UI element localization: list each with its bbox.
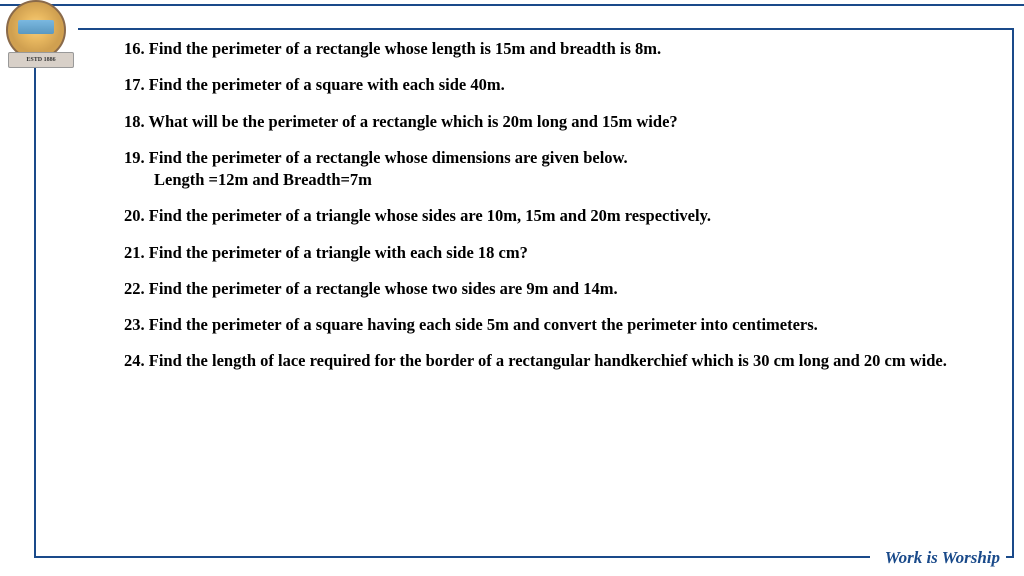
question-22: 22. Find the perimeter of a rectangle wh… (124, 278, 984, 300)
question-23: 23. Find the perimeter of a square havin… (124, 314, 984, 336)
logo-emblem (6, 0, 66, 60)
logo-ribbon: ESTD 1886 (8, 52, 74, 68)
question-20: 20. Find the perimeter of a triangle who… (124, 205, 984, 227)
footer-motto: Work is Worship (879, 548, 1006, 568)
q-text: What will be the perimeter of a rectangl… (148, 112, 677, 131)
q-text: Find the perimeter of a rectangle whose … (149, 148, 628, 167)
q-num: 17. (124, 75, 145, 94)
question-24: 24. Find the length of lace required for… (124, 350, 984, 372)
question-21: 21. Find the perimeter of a triangle wit… (124, 242, 984, 264)
q-num: 16. (124, 39, 145, 58)
question-16: 16. Find the perimeter of a rectangle wh… (124, 38, 984, 60)
q-text: Find the perimeter of a square with each… (149, 75, 505, 94)
q-num: 23. (124, 315, 145, 334)
q-text: Find the perimeter of a rectangle whose … (149, 39, 661, 58)
institution-logo: ESTD 1886 (6, 0, 76, 70)
q-subtext: Length =12m and Breadth=7m (124, 170, 372, 189)
q-num: 19. (124, 148, 145, 167)
q-text: Find the length of lace required for the… (149, 351, 947, 370)
q-num: 21. (124, 243, 145, 262)
top-border-line (0, 4, 1024, 6)
question-list: 16. Find the perimeter of a rectangle wh… (124, 38, 984, 387)
question-19: 19. Find the perimeter of a rectangle wh… (124, 147, 984, 192)
q-text: Find the perimeter of a square having ea… (149, 315, 818, 334)
q-text: Find the perimeter of a rectangle whose … (149, 279, 618, 298)
logo-scene (18, 20, 54, 34)
question-17: 17. Find the perimeter of a square with … (124, 74, 984, 96)
q-num: 18. (124, 112, 145, 131)
q-num: 20. (124, 206, 145, 225)
q-num: 22. (124, 279, 145, 298)
q-num: 24. (124, 351, 145, 370)
question-18: 18. What will be the perimeter of a rect… (124, 111, 984, 133)
q-text: Find the perimeter of a triangle whose s… (149, 206, 711, 225)
q-text: Find the perimeter of a triangle with ea… (149, 243, 528, 262)
